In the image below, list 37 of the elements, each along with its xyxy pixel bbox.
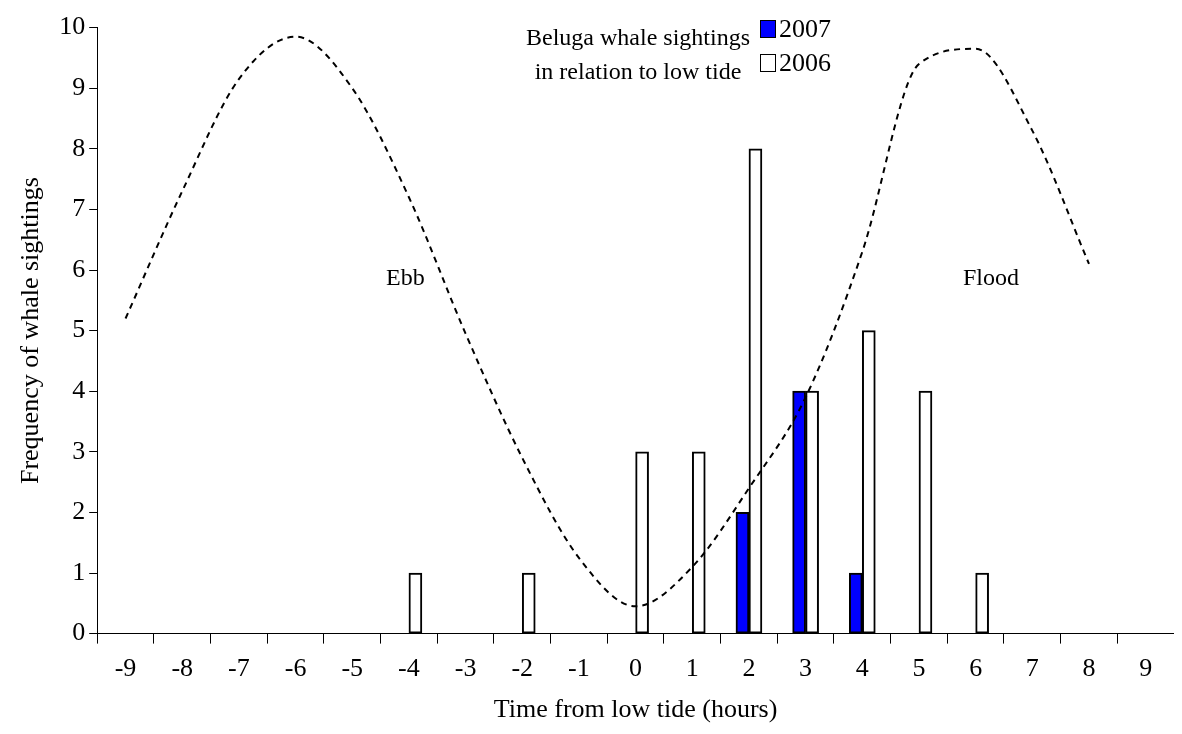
x-tick-label: -4 <box>398 653 420 683</box>
x-tick-label: 8 <box>1082 653 1096 683</box>
annotation: Ebb <box>386 264 425 291</box>
x-tick-label: -5 <box>341 653 364 683</box>
x-tick-label: 5 <box>912 653 926 683</box>
x-tick-label: -8 <box>171 653 194 683</box>
y-tick-label: 10 <box>59 11 86 41</box>
x-tick-label: 4 <box>855 653 869 683</box>
y-tick-label: 1 <box>72 556 86 586</box>
x-tick-label: -7 <box>228 653 250 683</box>
x-tick-label: 9 <box>1139 653 1153 683</box>
text: Beluga whale sightings in relation to low tide <box>525 23 751 86</box>
y-tick-label: 2 <box>72 496 86 526</box>
x-tick-label: -9 <box>114 653 137 683</box>
x-tick-label: 7 <box>1025 653 1039 683</box>
x-tick-label: -6 <box>284 653 307 683</box>
y-tick-label: 9 <box>72 72 86 102</box>
annotation: Flood <box>963 264 1020 291</box>
y-tick-label: 4 <box>72 375 86 405</box>
y-tick-label: 8 <box>72 132 86 162</box>
x-tick-label: -2 <box>511 653 534 683</box>
x-tick-label: -3 <box>454 653 477 683</box>
y-tick-label: 7 <box>72 193 86 223</box>
y-tick-label: 3 <box>72 435 86 465</box>
x-tick-label: -1 <box>568 653 590 683</box>
x-tick-label: 0 <box>629 653 643 683</box>
text: 2006 <box>779 47 831 79</box>
x-tick-label: 1 <box>685 653 699 683</box>
x-tick-label: 6 <box>969 653 983 683</box>
x-axis-title: Time from low tide (hours) <box>493 694 778 724</box>
x-tick-label: 2 <box>742 653 756 683</box>
legend-label: 2007 <box>779 13 831 45</box>
x-tick-label: 3 <box>799 653 813 683</box>
y-tick-label: 6 <box>72 253 86 283</box>
y-axis-title: Frequency of whale sightings <box>15 177 45 485</box>
y-tick-label: 5 <box>72 314 86 344</box>
y-tick-label: 0 <box>72 617 86 647</box>
